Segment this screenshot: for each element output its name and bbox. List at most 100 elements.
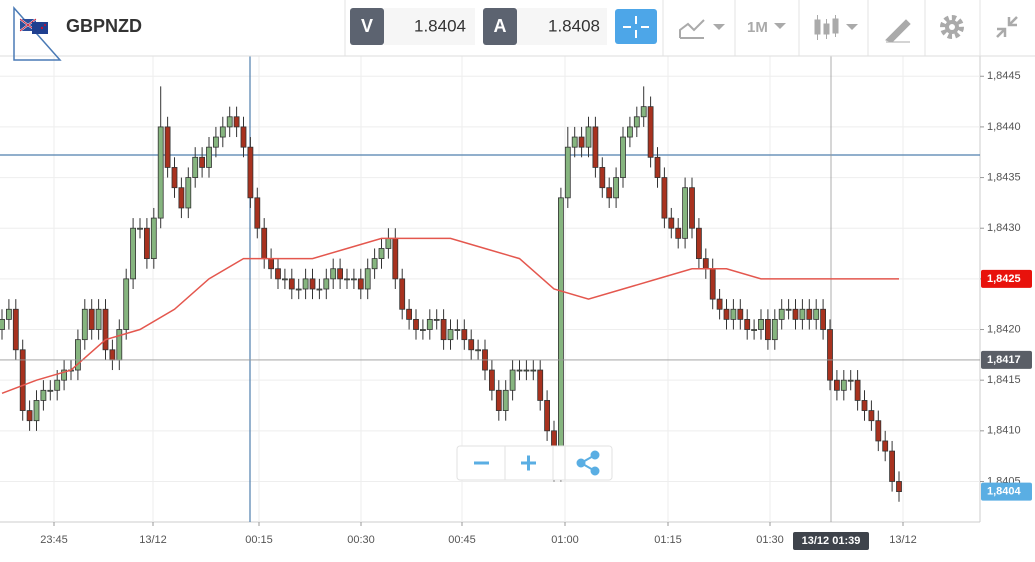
candle-body [592,126,599,168]
ask-button[interactable] [483,8,517,45]
candle-body [730,308,737,320]
candle-body [488,369,495,391]
candle-body [164,126,171,168]
candle-body [413,318,419,330]
candle-body [847,379,854,382]
candle-body [544,400,550,432]
candle-body [12,308,19,351]
ask-label: A [494,16,507,36]
candle-body [344,278,350,281]
candle-body [502,389,509,411]
candle-body [765,318,771,341]
candle-body [350,278,357,281]
candle-body [792,308,799,320]
candle-body [509,369,516,391]
bid-button[interactable] [350,8,384,45]
candle-body [212,136,219,148]
settings-button[interactable] [940,15,964,39]
candle-body [81,308,88,341]
candle-body [627,126,633,138]
crosshair-icon [623,16,649,38]
candle-body [385,237,392,249]
candle-body [309,278,316,290]
candle-body [654,156,661,178]
candle-body [454,329,461,331]
candle-body [640,106,647,118]
candle-body [613,177,619,199]
candle-body [537,369,544,401]
candle-body [585,126,592,148]
candle-body [564,146,571,199]
candle-body [689,187,695,229]
y-tick-label: 1,8410 [987,425,1021,437]
flag-icon [13,6,62,61]
candle-body [109,349,116,361]
x-tick-label: 00:45 [448,534,476,546]
candle-body [758,318,764,330]
bid-field[interactable] [384,8,475,45]
candle-body [143,227,150,260]
candle-body [516,369,523,372]
candle-body [371,258,378,270]
share-button[interactable] [576,450,600,476]
candle-body [633,116,640,128]
x-tick-label: 01:30 [756,534,784,546]
candle-body [392,237,399,280]
candle-body [185,177,192,209]
candle-body [896,481,902,493]
candle-body [233,116,240,128]
candle-body [744,318,751,330]
y-tick-label: 1,8440 [987,121,1021,133]
candle-body [461,329,468,341]
candle-body [357,278,364,290]
candle-body [495,389,502,411]
candle-body [440,318,447,341]
candle-body [523,369,530,372]
candle-body [813,308,820,320]
candle-body [834,379,840,391]
candle-body [799,308,806,320]
candle-style-button[interactable] [814,15,858,40]
candle-body [468,339,475,351]
candle-body [571,136,578,148]
candle-body [75,339,81,371]
candle-body [778,308,785,320]
candle-body [54,379,61,391]
candle-body [771,318,778,341]
price-label-box [981,269,1032,288]
candle-body [709,268,716,300]
candle-body [116,329,123,361]
candle-body [123,278,130,330]
x-tick-label: 13/12 [139,534,167,546]
price-label-box [981,350,1032,369]
candle-body [247,146,254,199]
x-tick-label: 00:30 [347,534,375,546]
zoom-in-button[interactable] [521,455,536,471]
draw-button[interactable] [885,19,911,43]
cursor-time-label: 13/12 01:39 [802,535,861,547]
timeframe-button[interactable]: 1M [747,19,786,36]
candle-body [337,268,344,280]
candle-body [737,308,744,320]
candle-body [33,400,40,422]
price-label-box [981,482,1032,501]
candle-body [785,308,792,311]
candle-body [199,156,206,168]
symbol[interactable]: GBPNZD [66,16,142,36]
candle-body [647,106,654,158]
candle-body [827,329,833,381]
candle-body [226,116,233,128]
x-tick-label: 00:15 [245,534,273,546]
ask-field[interactable] [517,8,607,45]
candle-body [219,126,226,138]
collapse-button[interactable] [996,16,1018,38]
crosshair-button[interactable] [615,9,657,44]
candle-body [806,308,813,320]
candle-body [261,227,268,260]
y-tick-label: 1,8435 [987,171,1021,183]
y-tick-label: 1,8430 [987,222,1021,234]
candle-body [19,349,26,411]
candle-body [323,278,330,290]
chart-type-button[interactable] [679,19,725,39]
candle-body [820,308,826,330]
